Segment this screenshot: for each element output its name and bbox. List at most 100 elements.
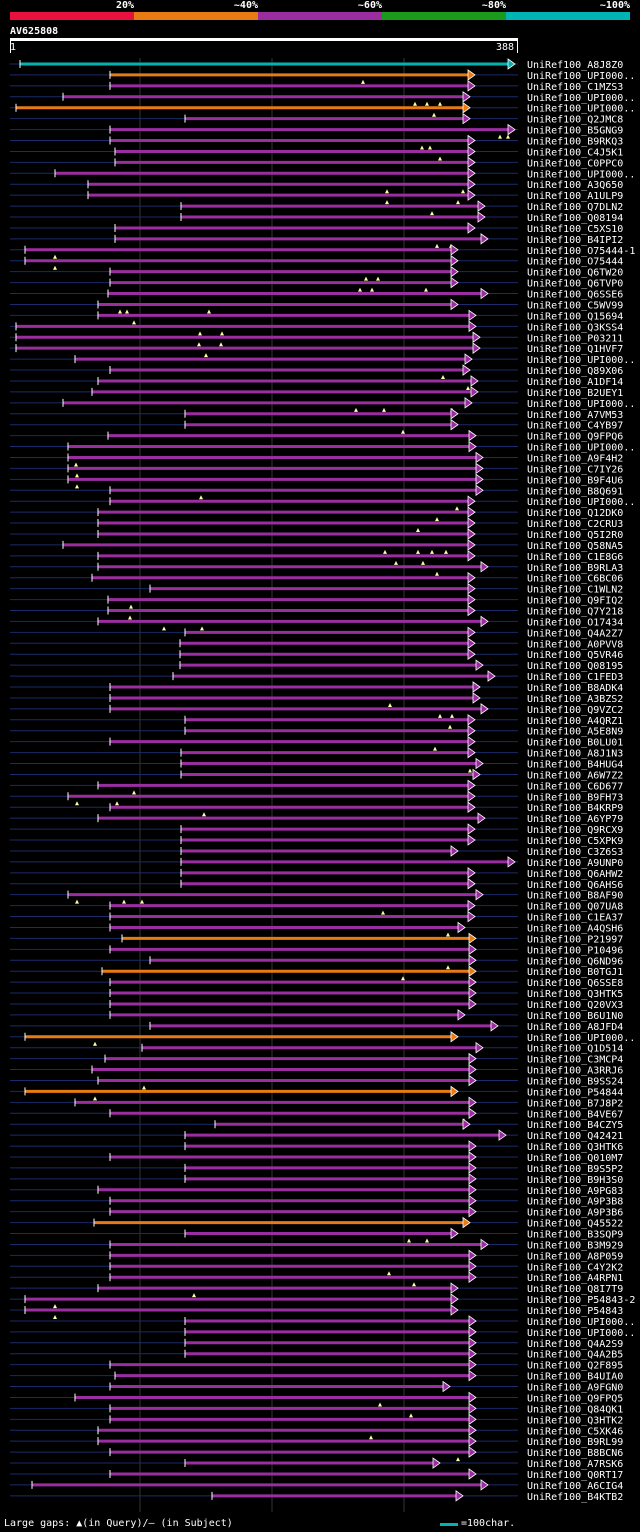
hit-label[interactable]: UniRef100_A5E8N9 — [527, 727, 623, 738]
hit-label[interactable]: UniRef100_Q9VZC2 — [527, 705, 623, 716]
hit-row[interactable]: UniRef100_A8JFD4 — [10, 1020, 623, 1033]
hit-row[interactable]: UniRef100_Q8I7T9 — [10, 1282, 623, 1298]
hit-row[interactable]: UniRef100_Q84QK1 — [10, 1402, 623, 1418]
hit-row[interactable]: UniRef100_C2CRU3 — [10, 517, 623, 533]
hit-label[interactable]: UniRef100_A7VM53 — [527, 410, 623, 421]
hit-label[interactable]: UniRef100_B0LU01 — [527, 738, 623, 749]
hit-label[interactable]: UniRef100_UPI000.. — [527, 399, 635, 410]
hit-label[interactable]: UniRef100_Q6SSE6 — [527, 290, 623, 301]
hit-label[interactable]: UniRef100_C4Y2K2 — [527, 1262, 623, 1273]
hit-row[interactable]: UniRef100_Q07UA8 — [10, 899, 623, 915]
hit-row[interactable]: UniRef100_Q9FPQ6 — [10, 429, 623, 443]
hit-row[interactable]: UniRef100_Q42421 — [10, 1129, 623, 1142]
hit-label[interactable]: UniRef100_B6U1N0 — [527, 1011, 623, 1022]
hit-label[interactable]: UniRef100_Q5I2R0 — [527, 530, 623, 541]
hit-label[interactable]: UniRef100_Q6TW20 — [527, 268, 623, 279]
hit-row[interactable]: UniRef100_Q89X06 — [10, 364, 623, 380]
hit-row[interactable]: UniRef100_Q4A2Z7 — [10, 626, 623, 639]
hit-row[interactable]: UniRef100_B3M929 — [10, 1238, 623, 1251]
hit-label[interactable]: UniRef100_C4J5K1 — [527, 147, 623, 158]
hit-row[interactable]: UniRef100_Q08195 — [10, 659, 623, 672]
hit-label[interactable]: UniRef100_A8J8Z0 — [527, 60, 623, 71]
hit-label[interactable]: UniRef100_B0TGJ1 — [527, 967, 623, 978]
hit-row[interactable]: UniRef100_P10496 — [10, 943, 623, 956]
hit-label[interactable]: UniRef100_P54844 — [527, 1087, 623, 1098]
hit-label[interactable]: UniRef100_A3BZS2 — [527, 694, 623, 705]
hit-label[interactable]: UniRef100_C0PPC0 — [527, 158, 623, 169]
hit-label[interactable]: UniRef100_C7IY26 — [527, 464, 623, 475]
hit-row[interactable]: UniRef100_Q5I2R0 — [10, 528, 623, 541]
hit-label[interactable]: UniRef100_A9UNP0 — [527, 858, 623, 869]
hit-row[interactable]: UniRef100_Q010M7 — [10, 1151, 623, 1164]
hit-label[interactable]: UniRef100_B9RKQ3 — [527, 137, 623, 148]
hit-label[interactable]: UniRef100_Q07UA8 — [527, 902, 623, 913]
hit-label[interactable]: UniRef100_A3Q650 — [527, 180, 623, 191]
hit-label[interactable]: UniRef100_C1EA37 — [527, 913, 623, 924]
hit-label[interactable]: UniRef100_UPI000.. — [527, 104, 635, 115]
hit-label[interactable]: UniRef100_B4KTB2 — [527, 1492, 623, 1503]
hit-row[interactable]: UniRef100_Q15694 — [10, 309, 623, 325]
hit-label[interactable]: UniRef100_UPI000.. — [527, 443, 635, 454]
hit-label[interactable]: UniRef100_B3M929 — [527, 1240, 623, 1251]
hit-row[interactable]: UniRef100_C5XS10 — [10, 222, 623, 235]
hit-label[interactable]: UniRef100_UPI000.. — [527, 1317, 635, 1328]
hit-label[interactable]: UniRef100_P10496 — [527, 945, 623, 956]
hit-row[interactable]: UniRef100_B9F4U6 — [10, 473, 623, 489]
hit-row[interactable]: UniRef100_C5WV99 — [10, 298, 623, 314]
hit-label[interactable]: UniRef100_B8ADK4 — [527, 683, 623, 694]
hit-row[interactable]: UniRef100_Q3HTK5 — [10, 987, 623, 1000]
hit-row[interactable]: UniRef100_Q7Y218 — [10, 604, 623, 620]
hit-label[interactable]: UniRef100_Q15694 — [527, 311, 623, 322]
hit-label[interactable]: UniRef100_Q84QK1 — [527, 1404, 623, 1415]
hit-row[interactable]: UniRef100_B9RL99 — [10, 1435, 623, 1448]
hit-row[interactable]: UniRef100_B7J8P2 — [10, 1096, 623, 1109]
hit-label[interactable]: UniRef100_C1FED3 — [527, 672, 623, 683]
hit-row[interactable]: UniRef100_Q9FIQ2 — [10, 593, 623, 609]
hit-row[interactable]: UniRef100_C5XPK9 — [10, 834, 623, 847]
hit-row[interactable]: UniRef100_A4RPN1 — [10, 1271, 623, 1287]
hit-row[interactable]: UniRef100_B5GNG9 — [10, 123, 623, 139]
hit-label[interactable]: UniRef100_A3RRJ6 — [527, 1066, 623, 1077]
hit-row[interactable]: UniRef100_B8BCN6 — [10, 1446, 623, 1462]
hit-row[interactable]: UniRef100_A4QRZ1 — [10, 714, 623, 729]
hit-label[interactable]: UniRef100_Q9FPQ5 — [527, 1393, 623, 1404]
hit-row[interactable]: UniRef100_B4KTB2 — [10, 1490, 623, 1503]
hit-label[interactable]: UniRef100_C6D677 — [527, 781, 623, 792]
hit-row[interactable]: UniRef100_B9SS24 — [10, 1074, 623, 1090]
hit-label[interactable]: UniRef100_A9F4H2 — [527, 453, 623, 464]
hit-row[interactable]: UniRef100_Q2F895 — [10, 1358, 623, 1372]
hit-row[interactable]: UniRef100_UPI000.. — [10, 167, 635, 180]
hit-label[interactable]: UniRef100_C2CRU3 — [527, 519, 623, 530]
hit-row[interactable]: UniRef100_Q0RT17 — [10, 1468, 623, 1481]
hit-row[interactable]: UniRef100_Q3KSS4 — [10, 320, 623, 336]
hit-row[interactable]: UniRef100_A1ULP9 — [10, 189, 623, 205]
hit-label[interactable]: UniRef100_C1WLN2 — [527, 585, 623, 596]
hit-row[interactable]: UniRef100_A1DF14 — [10, 375, 623, 390]
hit-row[interactable]: UniRef100_Q20VX3 — [10, 998, 623, 1011]
hit-label[interactable]: UniRef100_Q2JMC8 — [527, 115, 623, 126]
hit-row[interactable]: UniRef100_A9FGN0 — [10, 1380, 623, 1394]
hit-label[interactable]: UniRef100_A1DF14 — [527, 377, 623, 388]
hit-row[interactable]: UniRef100_P54843 — [10, 1304, 623, 1320]
hit-label[interactable]: UniRef100_Q4A2S9 — [527, 1339, 623, 1350]
hit-row[interactable]: UniRef100_A0PVV8 — [10, 637, 623, 650]
hit-label[interactable]: UniRef100_O75444 — [527, 257, 623, 268]
hit-label[interactable]: UniRef100_A0PVV8 — [527, 639, 623, 650]
hit-label[interactable]: UniRef100_B8BCN6 — [527, 1448, 623, 1459]
hit-row[interactable]: UniRef100_Q9FPQ5 — [10, 1391, 623, 1407]
hit-label[interactable]: UniRef100_Q58NA5 — [527, 541, 623, 552]
hit-label[interactable]: UniRef100_P21997 — [527, 934, 623, 945]
hit-row[interactable]: UniRef100_P54843-2 — [10, 1293, 635, 1309]
hit-label[interactable]: UniRef100_A1ULP9 — [527, 191, 623, 202]
hit-row[interactable]: UniRef100_Q4A2B5 — [10, 1347, 623, 1361]
hit-label[interactable]: UniRef100_Q6SSE8 — [527, 978, 623, 989]
hit-row[interactable]: UniRef100_C4J5K1 — [10, 145, 623, 161]
hit-row[interactable]: UniRef100_A6CIG4 — [10, 1479, 623, 1492]
hit-row[interactable]: UniRef100_UPI000.. — [10, 495, 635, 511]
hit-row[interactable]: UniRef100_A9PG83 — [10, 1184, 623, 1197]
hit-row[interactable]: UniRef100_UPI000.. — [10, 69, 635, 84]
hit-label[interactable]: UniRef100_A4RPN1 — [527, 1273, 623, 1284]
hit-label[interactable]: UniRef100_O75444-1 — [527, 246, 635, 257]
hit-label[interactable]: UniRef100_Q89X06 — [527, 366, 623, 377]
hit-label[interactable]: UniRef100_Q6ND96 — [527, 956, 623, 967]
